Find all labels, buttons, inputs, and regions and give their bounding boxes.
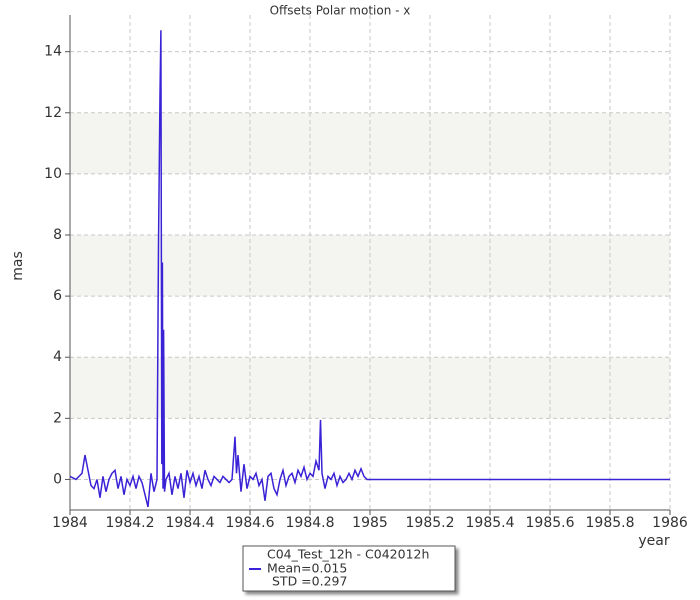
legend-label: C04_Test_12h - C042012h xyxy=(267,547,429,562)
plot-band xyxy=(70,235,670,297)
x-tick-label: 1984 xyxy=(52,515,88,531)
y-tick-label: 14 xyxy=(44,44,62,60)
y-tick-label: 0 xyxy=(53,471,62,487)
x-tick-label: 1984.6 xyxy=(226,515,275,531)
y-tick-label: 4 xyxy=(53,349,62,365)
y-axis-label: mas xyxy=(10,251,26,281)
x-tick-label: 1986 xyxy=(652,515,688,531)
x-tick-label: 1985.8 xyxy=(586,515,635,531)
x-tick-label: 1985.6 xyxy=(526,515,575,531)
x-tick-label: 1985 xyxy=(352,515,388,531)
x-tick-label: 1984.8 xyxy=(286,515,335,531)
y-tick-label: 10 xyxy=(44,166,62,182)
y-tick-label: 8 xyxy=(53,227,62,243)
x-tick-label: 1985.2 xyxy=(406,515,455,531)
x-tick-label: 1984.4 xyxy=(166,515,215,531)
legend-stat: STD =0.297 xyxy=(272,574,347,589)
legend-box xyxy=(242,545,456,592)
data-line xyxy=(69,30,670,508)
legend-stat: Mean=0.015 xyxy=(267,561,347,576)
chart-title: Offsets Polar motion - x xyxy=(270,4,411,18)
legend: C04_Test_12h - C042012h Mean=0.015 STD =… xyxy=(242,545,456,592)
x-tick-label: 1985.4 xyxy=(466,515,515,531)
y-tick-label: 2 xyxy=(53,410,62,426)
x-axis-label: year xyxy=(638,533,669,549)
y-tick-label: 12 xyxy=(44,105,62,121)
y-tick-label: 6 xyxy=(53,288,62,304)
x-tick-label: 1984.2 xyxy=(106,515,155,531)
